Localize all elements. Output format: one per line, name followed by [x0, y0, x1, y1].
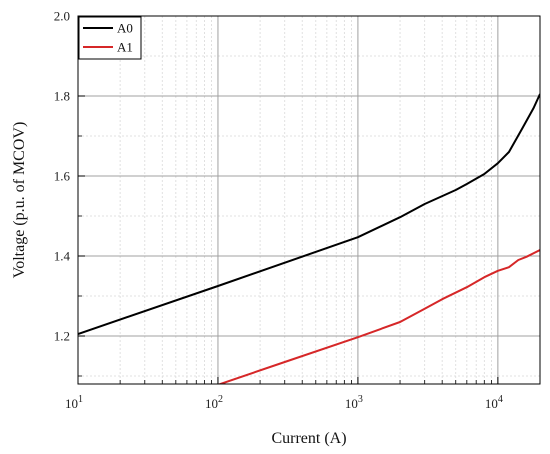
- x-tick-label: 103: [345, 394, 363, 411]
- series-line-a1: [217, 249, 540, 384]
- legend-box: [78, 16, 142, 60]
- ticks: 101 102 103 104 1.2 1.4 1.6 1.8 2.0: [54, 9, 503, 412]
- x-tick-label: 101: [65, 394, 83, 411]
- x-tick-label: 102: [205, 394, 223, 411]
- y-tick-label: 1.6: [54, 169, 71, 184]
- y-tick-label: 1.8: [54, 89, 70, 104]
- y-tick-label: 2.0: [54, 9, 70, 24]
- legend-label-a1: A1: [117, 40, 133, 55]
- plot-frame: [77, 15, 541, 385]
- grid: [78, 16, 540, 384]
- series-layer: [78, 93, 540, 384]
- y-tick-label: 1.4: [54, 249, 71, 264]
- x-tick-label: 104: [485, 394, 503, 411]
- y-tick-label: 1.2: [54, 329, 70, 344]
- y-axis-title: Voltage (p.u. of MCOV): [11, 122, 28, 279]
- legend-label-a0: A0: [117, 21, 133, 36]
- x-axis-title: Current (A): [271, 430, 346, 447]
- series-line-a0: [78, 93, 540, 335]
